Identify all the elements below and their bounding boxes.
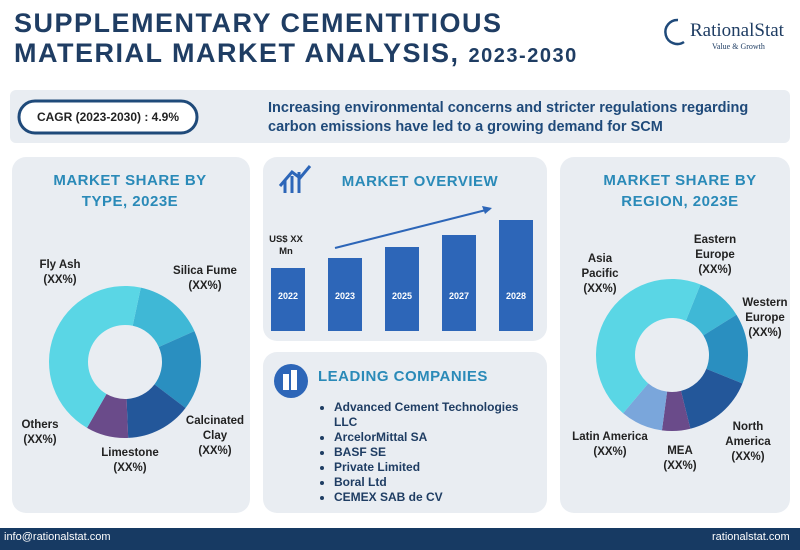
companies-icon bbox=[274, 364, 308, 398]
arrow-head bbox=[482, 206, 492, 214]
company-list: Advanced Cement Technologies LLCArcelorM… bbox=[320, 400, 540, 505]
bar-label: 2022 bbox=[278, 291, 298, 301]
bar bbox=[442, 235, 476, 331]
panel-title: MARKET SHARE BY TYPE, 2023E bbox=[53, 172, 207, 210]
category-label: Others bbox=[21, 419, 59, 431]
company: CEMEX SAB de CV bbox=[334, 490, 540, 505]
footer-website: rationalstat.com bbox=[712, 531, 790, 543]
category-label: Silica Fume bbox=[173, 265, 237, 277]
category-label: MEA bbox=[667, 445, 693, 457]
slice-label: Others (XX%) bbox=[10, 418, 70, 448]
panel-title: MARKET SHARE BY REGION, 2023E bbox=[603, 172, 757, 210]
title-years: 2023-2030 bbox=[468, 45, 578, 67]
donut-slice bbox=[87, 394, 129, 438]
bar-label: 2027 bbox=[449, 291, 469, 301]
slice-label: Asia Pacific (XX%) bbox=[570, 252, 630, 297]
share-label: (XX%) bbox=[23, 434, 57, 446]
share-label: (XX%) bbox=[593, 446, 627, 458]
donut-slice bbox=[680, 368, 743, 429]
y-label: US$ XX Mn bbox=[269, 234, 303, 257]
donut-slice bbox=[49, 286, 141, 428]
company: Private Limited bbox=[334, 460, 540, 475]
logo-tagline: Value & Growth bbox=[712, 42, 765, 51]
donut-slice bbox=[685, 284, 737, 336]
bar-label: 2025 bbox=[392, 291, 412, 301]
slice-label: Limestone (XX%) bbox=[90, 446, 170, 476]
title-line: SUPPLEMENTARY CEMENTITIOUS bbox=[14, 8, 503, 38]
panel-title: MARKET OVERVIEW bbox=[341, 173, 499, 190]
bar bbox=[328, 258, 362, 331]
company: BASF SE bbox=[334, 445, 540, 460]
company: ArcelorMittal SA bbox=[334, 430, 540, 445]
share-label: (XX%) bbox=[583, 283, 617, 295]
donut-slice bbox=[703, 314, 748, 384]
company: Boral Ltd bbox=[334, 475, 540, 490]
slice-label: Silica Fume (XX%) bbox=[160, 264, 250, 294]
share-label: (XX%) bbox=[43, 274, 77, 286]
trend-arrow bbox=[334, 208, 491, 249]
overview-icon bbox=[278, 165, 312, 193]
list: Advanced Cement Technologies LLCArcelorM… bbox=[320, 400, 540, 505]
slice-label: Western Europe (XX%) bbox=[735, 296, 795, 341]
category-label: Asia Pacific bbox=[581, 253, 619, 280]
logo-mark bbox=[664, 18, 685, 46]
donut-slice bbox=[596, 279, 701, 414]
category-label: Limestone bbox=[101, 447, 159, 459]
slice-label: Fly Ash (XX%) bbox=[20, 258, 100, 288]
share-label: (XX%) bbox=[188, 280, 222, 292]
title: SUPPLEMENTARY CEMENTITIOUS MATERIAL MARK… bbox=[14, 8, 578, 71]
bar bbox=[499, 220, 533, 331]
donut-slice bbox=[132, 287, 195, 347]
panel bbox=[12, 157, 250, 513]
logo-name: RationalStat bbox=[690, 20, 784, 41]
title-line: MATERIAL MARKET ANALYSIS, 2023-2030 bbox=[14, 38, 578, 71]
slice-label: Eastern Europe (XX%) bbox=[680, 233, 750, 278]
cagr-pill bbox=[17, 99, 199, 135]
slice-label: Latin America (XX%) bbox=[560, 430, 660, 460]
slice-label: Calcinated Clay (XX%) bbox=[175, 414, 255, 459]
share-label: (XX%) bbox=[748, 327, 782, 339]
share-label: (XX%) bbox=[698, 264, 732, 276]
category-label: Latin America bbox=[572, 431, 648, 443]
donut-slice bbox=[661, 390, 691, 431]
bar bbox=[385, 247, 419, 331]
bar-label: 2028 bbox=[506, 291, 526, 301]
donut-slice bbox=[623, 383, 668, 431]
bar bbox=[271, 268, 305, 331]
category-label: Eastern Europe bbox=[693, 234, 737, 261]
panel bbox=[560, 157, 790, 513]
donut-slice bbox=[126, 384, 186, 438]
title-text: MATERIAL MARKET ANALYSIS, bbox=[14, 38, 460, 68]
category-label: Western Europe bbox=[742, 297, 788, 324]
category-label: North America bbox=[725, 421, 771, 448]
footer-bar bbox=[0, 528, 800, 550]
panel-title: LEADING COMPANIES bbox=[318, 368, 488, 385]
slice-label: North America (XX%) bbox=[718, 420, 778, 465]
footer-email: info@rationalstat.com bbox=[4, 531, 111, 543]
share-label: (XX%) bbox=[113, 462, 147, 474]
statement: Increasing environmental concerns and st… bbox=[268, 100, 749, 135]
panel bbox=[263, 352, 547, 513]
share-label: (XX%) bbox=[663, 460, 697, 472]
slice-label: MEA (XX%) bbox=[650, 444, 710, 474]
donut-slice bbox=[154, 331, 201, 408]
company: Advanced Cement Technologies LLC bbox=[334, 400, 540, 430]
share-label: (XX%) bbox=[731, 451, 765, 463]
bar-label: 2023 bbox=[335, 291, 355, 301]
category-label: Fly Ash bbox=[39, 259, 81, 271]
category-label: Calcinated Clay bbox=[185, 415, 245, 442]
cagr: CAGR (2023-2030) : 4.9% bbox=[36, 110, 180, 124]
share-label: (XX%) bbox=[198, 445, 232, 457]
highlight-band bbox=[10, 90, 790, 143]
